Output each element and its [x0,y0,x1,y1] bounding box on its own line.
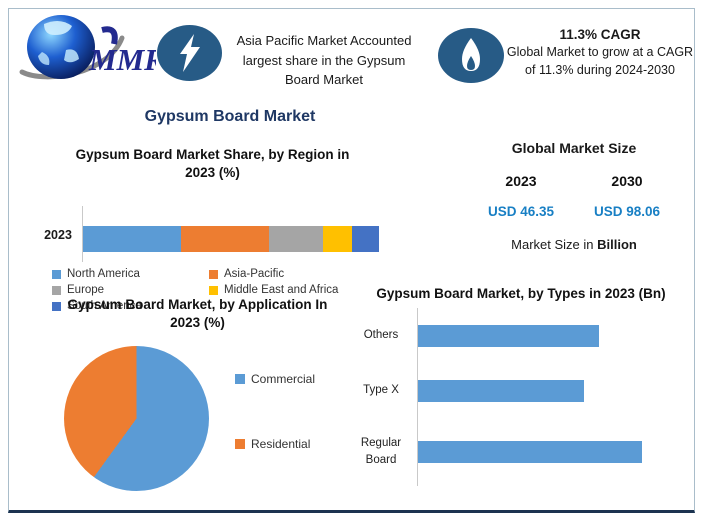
types-bar-regular-board [418,441,642,464]
page-title: Gypsum Board Market [144,108,316,125]
types-chart-axis [417,308,418,487]
flame-icon [462,37,480,71]
lightning-badge [157,25,222,81]
legend-label: South America [67,300,142,313]
global-market-size-panel: Global Market Size 2023 2030 USD 46.35 U… [468,140,680,252]
mmr-logo: MMR [16,12,165,88]
highlight-apac-text: Asia Pacific Market Accounted largest sh… [236,33,412,87]
bar-segment-europe [269,226,323,253]
market-size-note-prefix: Market Size in [511,237,598,252]
legend-label: North America [67,268,140,281]
cagr-text: Global Market to grow at a CAGR of 11.3%… [506,45,694,77]
application-pie-chart: Gypsum Board Market, by Application In 2… [30,296,365,496]
legend-item-residential: Residential [235,437,315,451]
types-chart-title: Gypsum Board Market, by Types in 2023 (B… [376,286,666,301]
legend-swatch [209,269,218,279]
globe-continent [44,20,72,35]
market-size-year-2023: 2023 [505,173,537,189]
legend-item-commercial: Commercial [235,372,315,386]
legend-swatch [235,374,245,384]
region-chart-plot: 2023 [38,182,385,268]
bar-segment-middle-east-and-africa [322,226,353,253]
region-chart-category-label: 2023 [44,228,72,243]
region-share-chart: Gypsum Board Market Share, by Region in … [38,146,385,312]
types-category-label: Regular Board [360,437,402,467]
market-size-title: Global Market Size [511,140,637,156]
types-category-label: Others [363,329,399,342]
types-bar-others [418,324,600,347]
highlight-cagr: 11.3% CAGR Global Market to grow at a CA… [506,27,694,79]
legend-swatch [52,301,61,311]
legend-swatch [235,439,245,449]
market-size-value-2030: USD 98.06 [593,204,661,219]
types-plot: Others Type X Regular Board [352,308,690,487]
types-bar-type-x [418,379,584,402]
cagr-title: 11.3% CAGR [559,27,641,42]
types-bar-track [418,324,642,347]
globe-continent [64,49,79,63]
legend-swatch [52,269,61,279]
flame-badge [438,28,504,83]
legend-item-asia-pacific: Asia-Pacific [209,268,389,280]
types-category-label: Type X [363,384,399,397]
market-size-note-unit: Billion [597,237,637,252]
legend-label: Middle East and Africa [224,284,339,297]
region-stacked-bar [83,226,379,253]
logo-swoosh-blue [101,26,118,45]
logo-text: MMR [88,42,156,77]
legend-label: Asia-Pacific [224,268,285,281]
market-size-year-2030: 2030 [611,173,643,189]
region-legend: North America Asia-Pacific Europe Middle Ea… [52,268,385,312]
legend-label: Europe [67,284,105,297]
types-row-others: Others [352,324,690,347]
types-bar-track [418,379,642,402]
legend-label: Residential [251,437,311,451]
types-row-type-x: Type X [352,379,690,402]
application-pie [64,346,209,491]
legend-item-north-america: North America [52,268,209,280]
region-chart-title: Gypsum Board Market Share, by Region in … [75,147,350,181]
legend-item-europe: Europe [52,284,209,296]
bar-segment-south-america [352,226,379,253]
legend-item-south-america: South America [52,300,209,312]
market-size-value-2023: USD 46.35 [487,204,555,219]
market-size-note: Market Size in Billion [468,237,680,252]
legend-item-middle-east-and-africa: Middle East and Africa [209,284,389,296]
globe-continent [38,52,50,65]
bar-segment-asia-pacific [180,226,270,253]
legend-label: Commercial [251,372,316,386]
types-bar-chart: Gypsum Board Market, by Types in 2023 (B… [352,285,690,487]
lightning-icon [179,34,200,72]
bar-segment-north-america [83,226,181,253]
legend-swatch [52,285,61,295]
types-row-regular-board: Regular Board [352,435,690,470]
region-chart-axis [82,206,83,263]
legend-swatch [209,285,218,295]
types-bar-track [418,441,642,464]
application-legend: Commercial Residential [235,372,315,451]
globe-logo-icon: MMR [19,15,165,80]
application-chart-title: Gypsum Board Market, by Application In 2… [67,297,328,331]
